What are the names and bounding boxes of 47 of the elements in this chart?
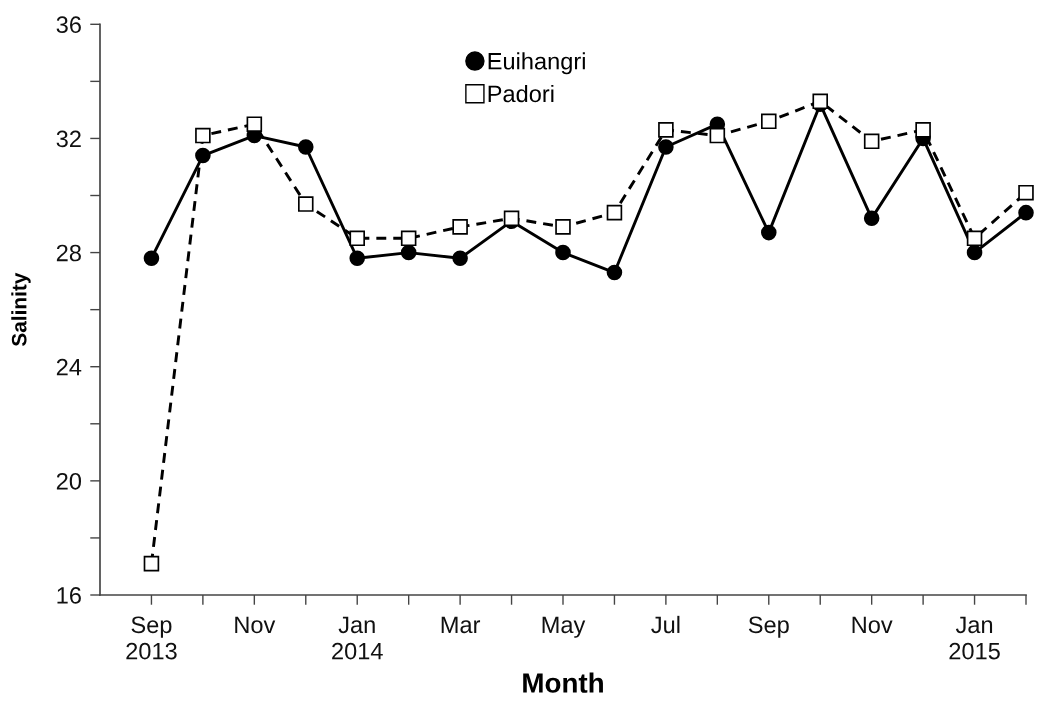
x-axis-title: Month xyxy=(523,672,603,693)
x-tick-label: Nov xyxy=(852,616,893,634)
x-tick-label: Jan 2014 xyxy=(332,616,383,660)
x-tick-label: Mar xyxy=(441,616,481,634)
x-tick-label: Nov xyxy=(235,616,276,634)
point xyxy=(863,210,880,227)
point xyxy=(606,264,623,281)
point xyxy=(349,230,366,247)
y-tick-label: 24 xyxy=(56,358,82,376)
point xyxy=(297,196,314,212)
x-tick-label: Sep 2013 xyxy=(126,616,177,660)
point xyxy=(452,250,468,267)
point xyxy=(143,250,160,267)
point xyxy=(658,122,674,138)
point xyxy=(606,204,623,221)
point xyxy=(709,127,726,144)
point xyxy=(760,113,777,130)
y-tick-label: 28 xyxy=(56,244,81,262)
x-tick-label: Jan 2015 xyxy=(949,616,1000,660)
point xyxy=(555,244,571,261)
y-axis-title: Salinity xyxy=(11,272,31,347)
point xyxy=(863,133,880,150)
point xyxy=(452,219,468,235)
point xyxy=(760,224,777,241)
point xyxy=(400,230,417,247)
point xyxy=(349,250,366,267)
point xyxy=(915,122,931,138)
y-tick-label: 20 xyxy=(56,472,82,490)
x-tick-label: May xyxy=(542,616,586,638)
point xyxy=(658,139,674,155)
x-tick-label: Jul xyxy=(651,615,680,634)
legend-label: Euihangri xyxy=(488,52,585,75)
point xyxy=(297,139,314,155)
point xyxy=(246,116,263,132)
point xyxy=(143,555,160,572)
y-tick-label: 36 xyxy=(56,16,81,34)
y-tick-label: 16 xyxy=(57,587,81,604)
x-tick-label: Sep xyxy=(748,616,789,638)
point xyxy=(966,244,983,261)
point xyxy=(195,127,211,144)
y-tick-label: 32 xyxy=(56,130,81,148)
legend-label: Padori xyxy=(488,84,554,103)
point xyxy=(400,244,417,261)
point xyxy=(966,230,983,247)
point xyxy=(555,219,571,235)
point xyxy=(1018,204,1034,221)
point xyxy=(1018,184,1034,201)
